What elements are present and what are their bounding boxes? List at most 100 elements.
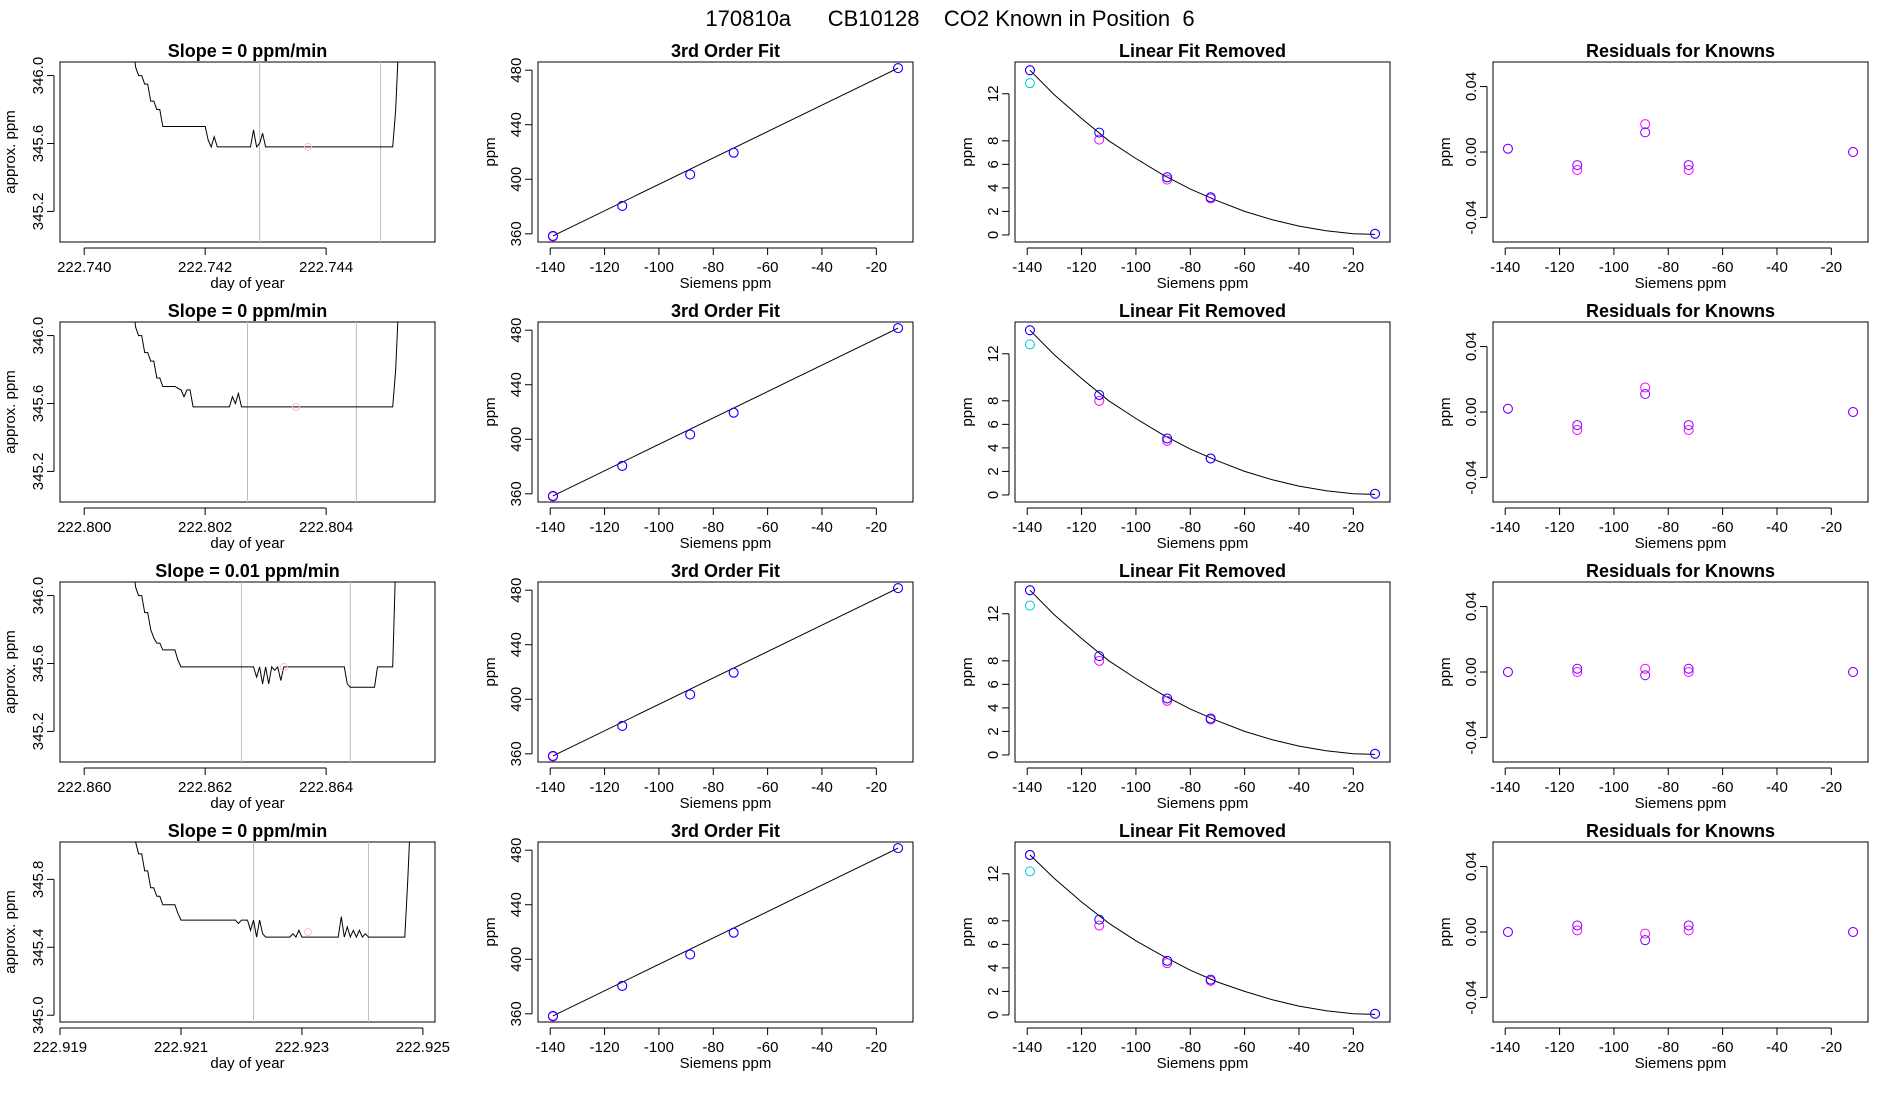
panel-r4-trace: Slope = 0 ppm/min 222.919 222.921 222.923 22…: [2, 821, 450, 1072]
panel-r3-fit: 3rd Order Fit -140 -120 -100 -80 -60 -40 -20 Sie…: [482, 561, 914, 812]
x-tick-label: -80: [1657, 519, 1679, 536]
data-point: [728, 927, 739, 938]
x-tick-label: -60: [757, 1039, 779, 1056]
x-tick-label: -120: [1545, 519, 1575, 536]
y-tick-label: 0: [985, 751, 1002, 759]
mean-point-marker: [303, 928, 312, 936]
data-point: [1162, 955, 1173, 966]
panel-title: Slope = 0 ppm/min: [168, 41, 328, 61]
data-point: [1024, 849, 1035, 860]
data-point-alt: [1683, 165, 1694, 175]
y-tick-label: 8: [985, 657, 1002, 665]
ppm-trace-line: [135, 842, 410, 939]
y-tick-label: 0.00: [1463, 397, 1480, 426]
y-tick-label: 360: [508, 481, 525, 506]
data-point-alt: [1683, 667, 1694, 677]
plot-area: [547, 323, 904, 502]
data-point-alt: [1683, 425, 1694, 435]
x-tick-label: -120: [590, 259, 620, 276]
x-tick-label: -120: [1067, 779, 1097, 796]
x-tick-label: -100: [644, 1039, 674, 1056]
ppm-trace-line: [134, 322, 399, 408]
data-point: [893, 843, 904, 854]
y-axis-label: ppm: [482, 397, 499, 426]
fit-curve: [552, 587, 899, 757]
y-axis-label: ppm: [482, 917, 499, 946]
data-point: [1502, 927, 1513, 937]
data-point: [1848, 927, 1859, 937]
y-axis-label: approx. ppm: [2, 110, 19, 193]
x-tick-label: -60: [1712, 519, 1734, 536]
y-tick-label: 0: [985, 1011, 1002, 1019]
data-point: [617, 980, 628, 991]
data-point-alt: [1162, 958, 1173, 969]
data-point-alt: [1683, 925, 1694, 936]
y-tick-label: 360: [508, 221, 525, 246]
y-tick-label: 345.4: [30, 929, 47, 967]
x-tick-label: 222.919: [33, 1039, 87, 1056]
x-tick-label: 222.740: [57, 259, 111, 276]
data-point-alt: [1162, 174, 1173, 185]
x-tick-label: -80: [1179, 1039, 1201, 1056]
data-point-alt: [1094, 395, 1105, 406]
data-point-alt: [1162, 695, 1173, 706]
x-tick-label: 222.744: [299, 259, 353, 276]
data-point: [1848, 667, 1859, 677]
plot-area: [1024, 585, 1381, 759]
data-point-alt: [1640, 382, 1651, 393]
plot-area: [134, 322, 399, 502]
x-tick-label: -20: [1820, 259, 1842, 276]
panel-title: Residuals for Knowns: [1586, 301, 1775, 321]
data-point: [685, 689, 696, 700]
x-tick-label: 222.800: [57, 519, 111, 536]
y-tick-label: 12: [985, 865, 1002, 882]
plot-frame: [1492, 841, 1869, 1023]
data-point: [1502, 143, 1513, 154]
plot-area: [134, 582, 396, 762]
x-tick-label: -80: [1657, 259, 1679, 276]
y-tick-label: 440: [508, 112, 525, 137]
data-point: [617, 200, 628, 211]
y-tick-label: 0.00: [1463, 917, 1480, 946]
x-axis-label: day of year: [210, 1055, 284, 1072]
panel-title: Linear Fit Removed: [1119, 561, 1286, 581]
data-point-alt: [1572, 925, 1583, 936]
x-tick-label: -40: [1766, 779, 1788, 796]
y-tick-label: 0.04: [1463, 852, 1480, 881]
y-tick-label: 440: [508, 632, 525, 657]
x-tick-label: -80: [702, 779, 724, 796]
data-point: [728, 667, 739, 678]
x-tick-label: -40: [1288, 259, 1310, 276]
x-tick-label: 222.802: [178, 519, 232, 536]
y-tick-label: 440: [508, 892, 525, 917]
data-point: [547, 1010, 558, 1021]
y-tick-label: 480: [508, 838, 525, 863]
panel-r2-linear-removed: Linear Fit Removed -140 -120 -100 -80 -60 -40 -…: [959, 301, 1391, 552]
plot-area: [134, 62, 399, 242]
data-point: [893, 323, 904, 334]
data-point: [1640, 670, 1651, 681]
y-tick-label: 12: [985, 605, 1002, 622]
x-tick-label: -100: [1599, 259, 1629, 276]
x-tick-label: 222.921: [154, 1039, 208, 1056]
panel-r3-linear-removed: Linear Fit Removed -140 -120 -100 -80 -60 -40 -…: [959, 561, 1391, 812]
plot-frame: [1492, 61, 1869, 243]
y-tick-label: 6: [985, 160, 1002, 168]
y-tick-label: 345.2: [30, 713, 47, 751]
y-axis-label: ppm: [1437, 137, 1454, 166]
panel-title: 3rd Order Fit: [671, 301, 780, 321]
x-tick-label: -60: [1234, 259, 1256, 276]
x-tick-label: 222.864: [299, 779, 353, 796]
y-tick-label: 400: [508, 947, 525, 972]
x-tick-label: -140: [535, 779, 565, 796]
x-tick-label: -20: [1342, 779, 1364, 796]
x-tick-label: -20: [1820, 519, 1842, 536]
panel-grid: Slope = 0 ppm/min 222.740 222.742 222.744 da…: [2, 41, 1869, 1072]
x-tick-label: -120: [1545, 259, 1575, 276]
y-tick-label: 400: [508, 687, 525, 712]
data-point: [1848, 407, 1859, 417]
x-axis-label: Siemens ppm: [1157, 1055, 1249, 1072]
data-point-alt: [1640, 928, 1651, 939]
panel-r3-residuals: Residuals for Knowns -140 -120 -100 -80 -60 -4…: [1437, 561, 1869, 812]
x-tick-label: -140: [535, 1039, 565, 1056]
